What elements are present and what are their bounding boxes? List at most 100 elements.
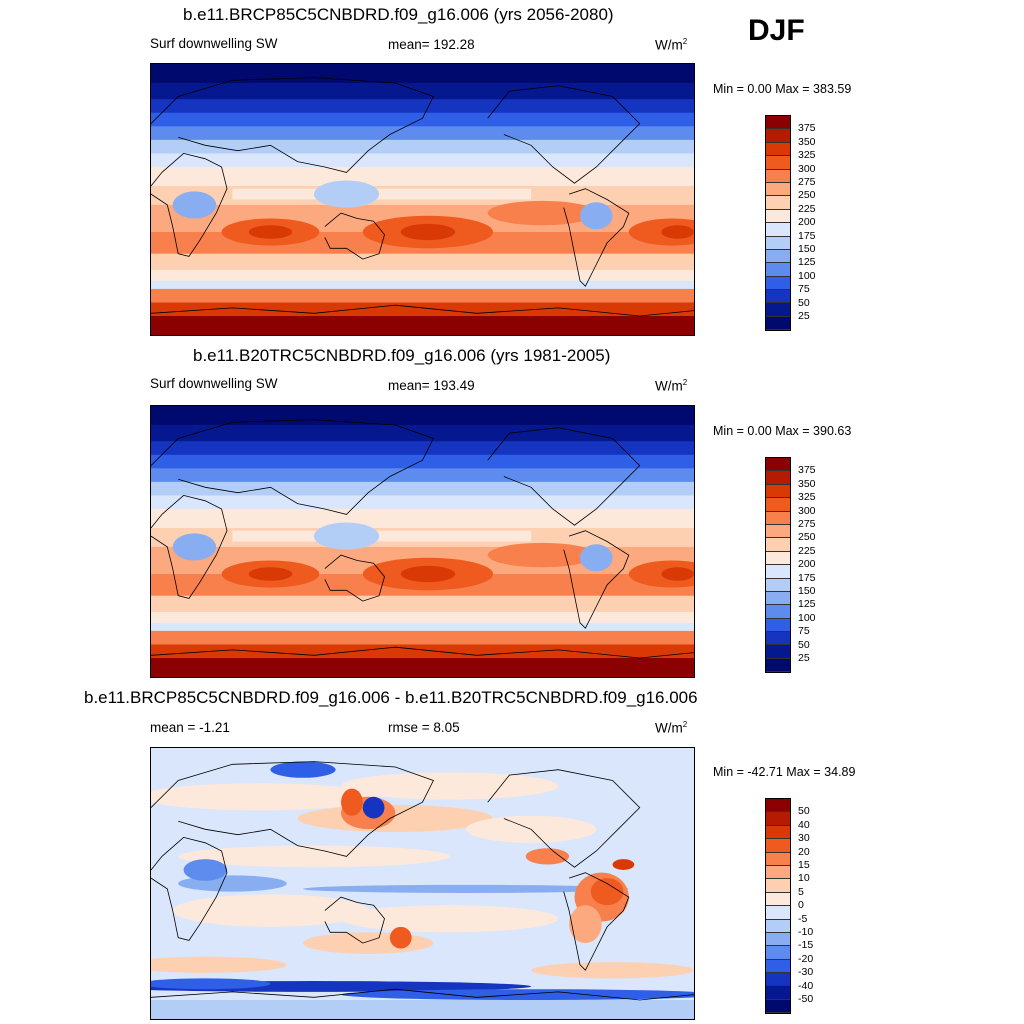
field-blob — [487, 542, 597, 568]
panel-2-field — [151, 406, 694, 677]
field-band — [151, 302, 694, 318]
field-patch — [612, 859, 635, 870]
field-band — [151, 658, 694, 677]
coastline — [487, 85, 641, 184]
colorbar-swatch — [766, 892, 790, 907]
panel-2-map — [150, 405, 695, 678]
colorbar-swatch — [766, 999, 790, 1014]
panel-1-title: b.e11.BRCP85C5CNBDRD.f09_g16.006 (yrs 20… — [183, 5, 614, 24]
colorbar-tick-label: 175 — [798, 571, 816, 584]
coastline — [324, 554, 385, 602]
field-itcz — [232, 530, 532, 542]
field-patch — [297, 804, 494, 833]
coastline — [151, 152, 228, 257]
panel-3-field — [151, 748, 694, 1019]
field-band — [151, 153, 694, 168]
colorbar-swatch — [766, 524, 790, 539]
colorbar-tick-label: 200 — [798, 216, 816, 229]
colorbar-swatch — [766, 919, 790, 933]
colorbar-tick-label: -30 — [798, 966, 814, 979]
field-patch — [341, 772, 559, 800]
panel-1-field — [151, 64, 694, 335]
field-patch — [270, 761, 336, 778]
field-band — [151, 166, 694, 187]
field-blob — [400, 223, 456, 241]
field-patch — [362, 796, 385, 819]
colorbar-tick-label: 225 — [798, 544, 816, 557]
coastline — [151, 77, 434, 173]
colorbar-swatch — [766, 645, 790, 659]
colorbar-swatch — [766, 276, 790, 291]
colorbar-tick-label: 375 — [798, 122, 816, 135]
colorbar-tick-label: 100 — [798, 611, 816, 624]
field-band — [151, 64, 694, 84]
field-blob — [579, 202, 613, 230]
field-blob — [400, 565, 456, 583]
colorbar-swatch — [766, 236, 790, 250]
field-patch — [389, 926, 412, 949]
colorbar-tick-label: 10 — [798, 872, 810, 885]
colorbar-tick-label: 100 — [798, 269, 816, 282]
colorbar-swatch — [766, 129, 790, 143]
panel-1-variable-label: Surf downwelling SW — [150, 36, 278, 51]
field-band — [151, 253, 694, 271]
colorbar-tick-label: 250 — [798, 531, 816, 544]
field-patch — [151, 783, 380, 811]
colorbar-tick-label: 0 — [798, 899, 804, 912]
coastline — [151, 836, 228, 941]
colorbar-tick-label: 30 — [798, 832, 810, 845]
field-band — [151, 99, 694, 114]
colorbar-swatch — [766, 182, 790, 197]
field-band — [151, 644, 694, 660]
colorbar-swatch — [766, 932, 790, 947]
coastline — [487, 769, 641, 868]
colorbar-tick-label: 350 — [798, 477, 816, 490]
field-band — [151, 406, 694, 426]
coastline — [324, 212, 385, 260]
panel-3-units: W/m2 — [655, 720, 688, 736]
field-band — [151, 622, 694, 631]
panel-1-mean-label: mean= 192.28 — [388, 37, 475, 52]
field-band — [151, 495, 694, 510]
colorbar-swatch — [766, 946, 790, 960]
panel-2-title: b.e11.B20TRC5CNBDRD.f09_g16.006 (yrs 198… — [193, 346, 611, 365]
colorbar-tick-label: 75 — [798, 625, 810, 638]
colorbar-swatch — [766, 959, 790, 974]
colorbar-swatch — [766, 865, 790, 880]
colorbar-swatch — [766, 196, 790, 210]
panel-2-minmax: Min = 0.00 Max = 390.63 — [713, 424, 852, 438]
colorbar-swatch — [766, 458, 790, 472]
field-band — [151, 1000, 694, 1019]
panel-3-map — [150, 747, 695, 1020]
field-patch — [525, 848, 570, 865]
coastline — [487, 427, 641, 526]
field-patch — [303, 884, 629, 893]
colorbar-swatch — [766, 316, 790, 331]
field-band — [151, 441, 694, 456]
colorbar-tick-label: 50 — [798, 296, 810, 309]
panel-1-units: W/m2 — [655, 37, 688, 53]
colorbar-swatch — [766, 578, 790, 592]
colorbar-swatch — [766, 142, 790, 157]
coastline — [563, 530, 630, 629]
coastline — [151, 988, 694, 1001]
colorbar-swatch — [766, 116, 790, 130]
colorbar-tick-label: 250 — [798, 189, 816, 202]
colorbar-swatch — [766, 551, 790, 566]
panel-3-mean-label: mean = -1.21 — [150, 720, 230, 735]
field-patch — [303, 932, 434, 954]
field-band — [151, 316, 694, 335]
colorbar-tick-label: -15 — [798, 939, 814, 952]
colorbar-tick-label: 275 — [798, 176, 816, 188]
colorbar-tick-label: -20 — [798, 952, 814, 965]
colorbar-tick-label: 125 — [798, 256, 816, 269]
colorbar-swatch — [766, 618, 790, 633]
colorbar-tick-label: 200 — [798, 558, 816, 571]
colorbar-swatch — [766, 263, 790, 277]
colorbar-tick-label: -50 — [798, 993, 814, 1005]
panel-3-title: b.e11.BRCP85C5CNBDRD.f09_g16.006 - b.e11… — [84, 688, 698, 707]
field-patch — [531, 962, 694, 979]
colorbar-tick-label: 300 — [798, 162, 816, 175]
field-patch — [151, 956, 287, 973]
field-blob — [248, 567, 293, 581]
